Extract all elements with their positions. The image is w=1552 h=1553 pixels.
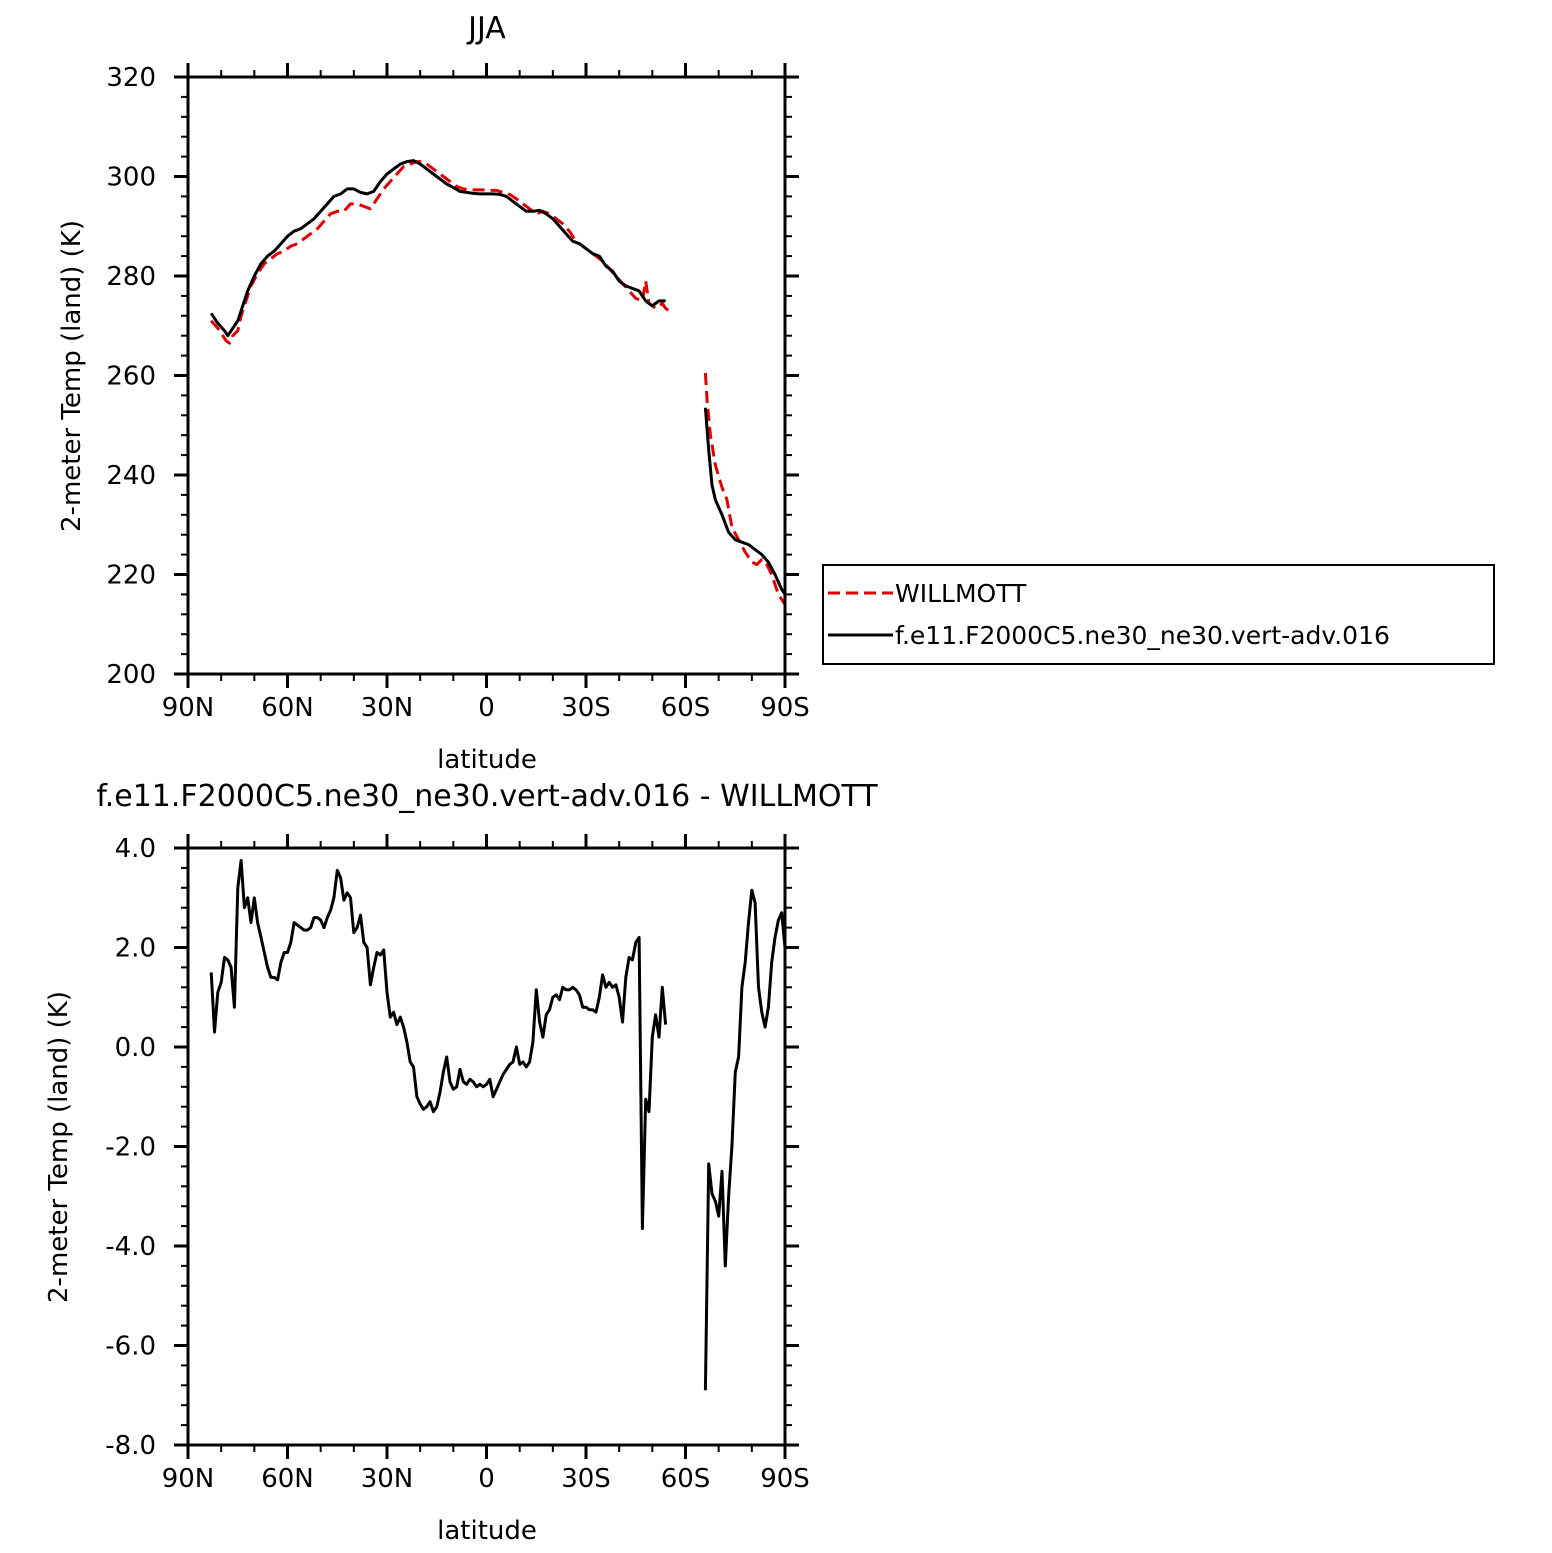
top-x-tick-label: 30S — [561, 693, 611, 723]
bottom-x-tick-label: 60S — [661, 1464, 711, 1494]
bottom-y-tick-label: 4.0 — [115, 834, 156, 864]
top-y-tick-label: 220 — [106, 561, 156, 591]
top-x-axis-title: latitude — [437, 745, 537, 775]
top-series-layer — [209, 159, 787, 606]
bottom-x-tick-label: 90N — [162, 1464, 215, 1494]
top-panel: JJA 90N 60N 30N 0 30S 60S 90S 200 220 240 260 280 30… — [57, 11, 1495, 775]
legend-label-willmott: WILLMOTT — [895, 579, 1027, 608]
bottom-y-tick-label: 0.0 — [115, 1033, 156, 1063]
top-x-tick-label: 0 — [478, 693, 495, 723]
bottom-y-tick-label: 2.0 — [115, 934, 156, 964]
bottom-series-layer — [209, 858, 787, 1391]
bottom-ticks-layer: 90N 60N 30N 0 30S 60S 90S -8.0 -6.0 -4.0 -2.0 0.0 2.… — [105, 834, 810, 1494]
bottom-chart-title: f.e11.F2000C5.ne30_ne30.vert-adv.016 - W… — [96, 779, 878, 814]
legend-label-model: f.e11.F2000C5.ne30_ne30.vert-adv.016 — [895, 621, 1390, 650]
top-x-tick-label: 30N — [361, 693, 414, 723]
top-x-tick-label: 60N — [261, 693, 314, 723]
bottom-x-tick-label: 90S — [760, 1464, 810, 1494]
bottom-x-tick-label: 0 — [478, 1464, 495, 1494]
bottom-x-tick-label: 30S — [561, 1464, 611, 1494]
top-ticks-layer: 90N 60N 30N 0 30S 60S 90S 200 220 240 260 280 300 320 — [106, 63, 810, 723]
top-series-1-segment-1 — [703, 407, 787, 596]
bottom-y-tick-label: -8.0 — [105, 1431, 156, 1461]
top-x-tick-label: 90S — [760, 693, 810, 723]
top-plot-frame — [186, 75, 787, 676]
top-y-tick-label: 260 — [106, 362, 156, 392]
bottom-y-tick-label: -6.0 — [105, 1332, 156, 1362]
top-chart-title: JJA — [466, 11, 506, 46]
top-y-axis-title: 2-meter Temp (land) (K) — [57, 220, 87, 532]
top-y-tick-label: 320 — [106, 63, 156, 93]
top-y-tick-label: 240 — [106, 461, 156, 491]
top-series-0-segment-1 — [703, 372, 787, 606]
bottom-y-tick-label: -2.0 — [105, 1133, 156, 1163]
bottom-x-tick-label: 60N — [261, 1464, 314, 1494]
top-y-tick-label: 280 — [106, 262, 156, 292]
top-x-tick-label: 90N — [162, 693, 215, 723]
bottom-y-tick-label: -4.0 — [105, 1232, 156, 1262]
bottom-panel: f.e11.F2000C5.ne30_ne30.vert-adv.016 - W… — [44, 779, 878, 1546]
bottom-series-0-segment-1 — [703, 888, 787, 1391]
legend: WILLMOTT f.e11.F2000C5.ne30_ne30.vert-ad… — [822, 564, 1495, 665]
legend-box — [822, 564, 1495, 665]
top-x-tick-label: 60S — [661, 693, 711, 723]
bottom-x-tick-label: 30N — [361, 1464, 414, 1494]
bottom-y-axis-title: 2-meter Temp (land) (K) — [44, 991, 74, 1303]
top-y-tick-label: 300 — [106, 163, 156, 193]
bottom-series-0-segment-0 — [209, 858, 668, 1231]
top-series-0-segment-0 — [210, 160, 670, 345]
top-series-1-segment-0 — [209, 159, 666, 338]
top-y-tick-label: 200 — [106, 660, 156, 690]
bottom-x-axis-title: latitude — [437, 1516, 537, 1546]
bottom-plot-frame — [186, 846, 787, 1447]
